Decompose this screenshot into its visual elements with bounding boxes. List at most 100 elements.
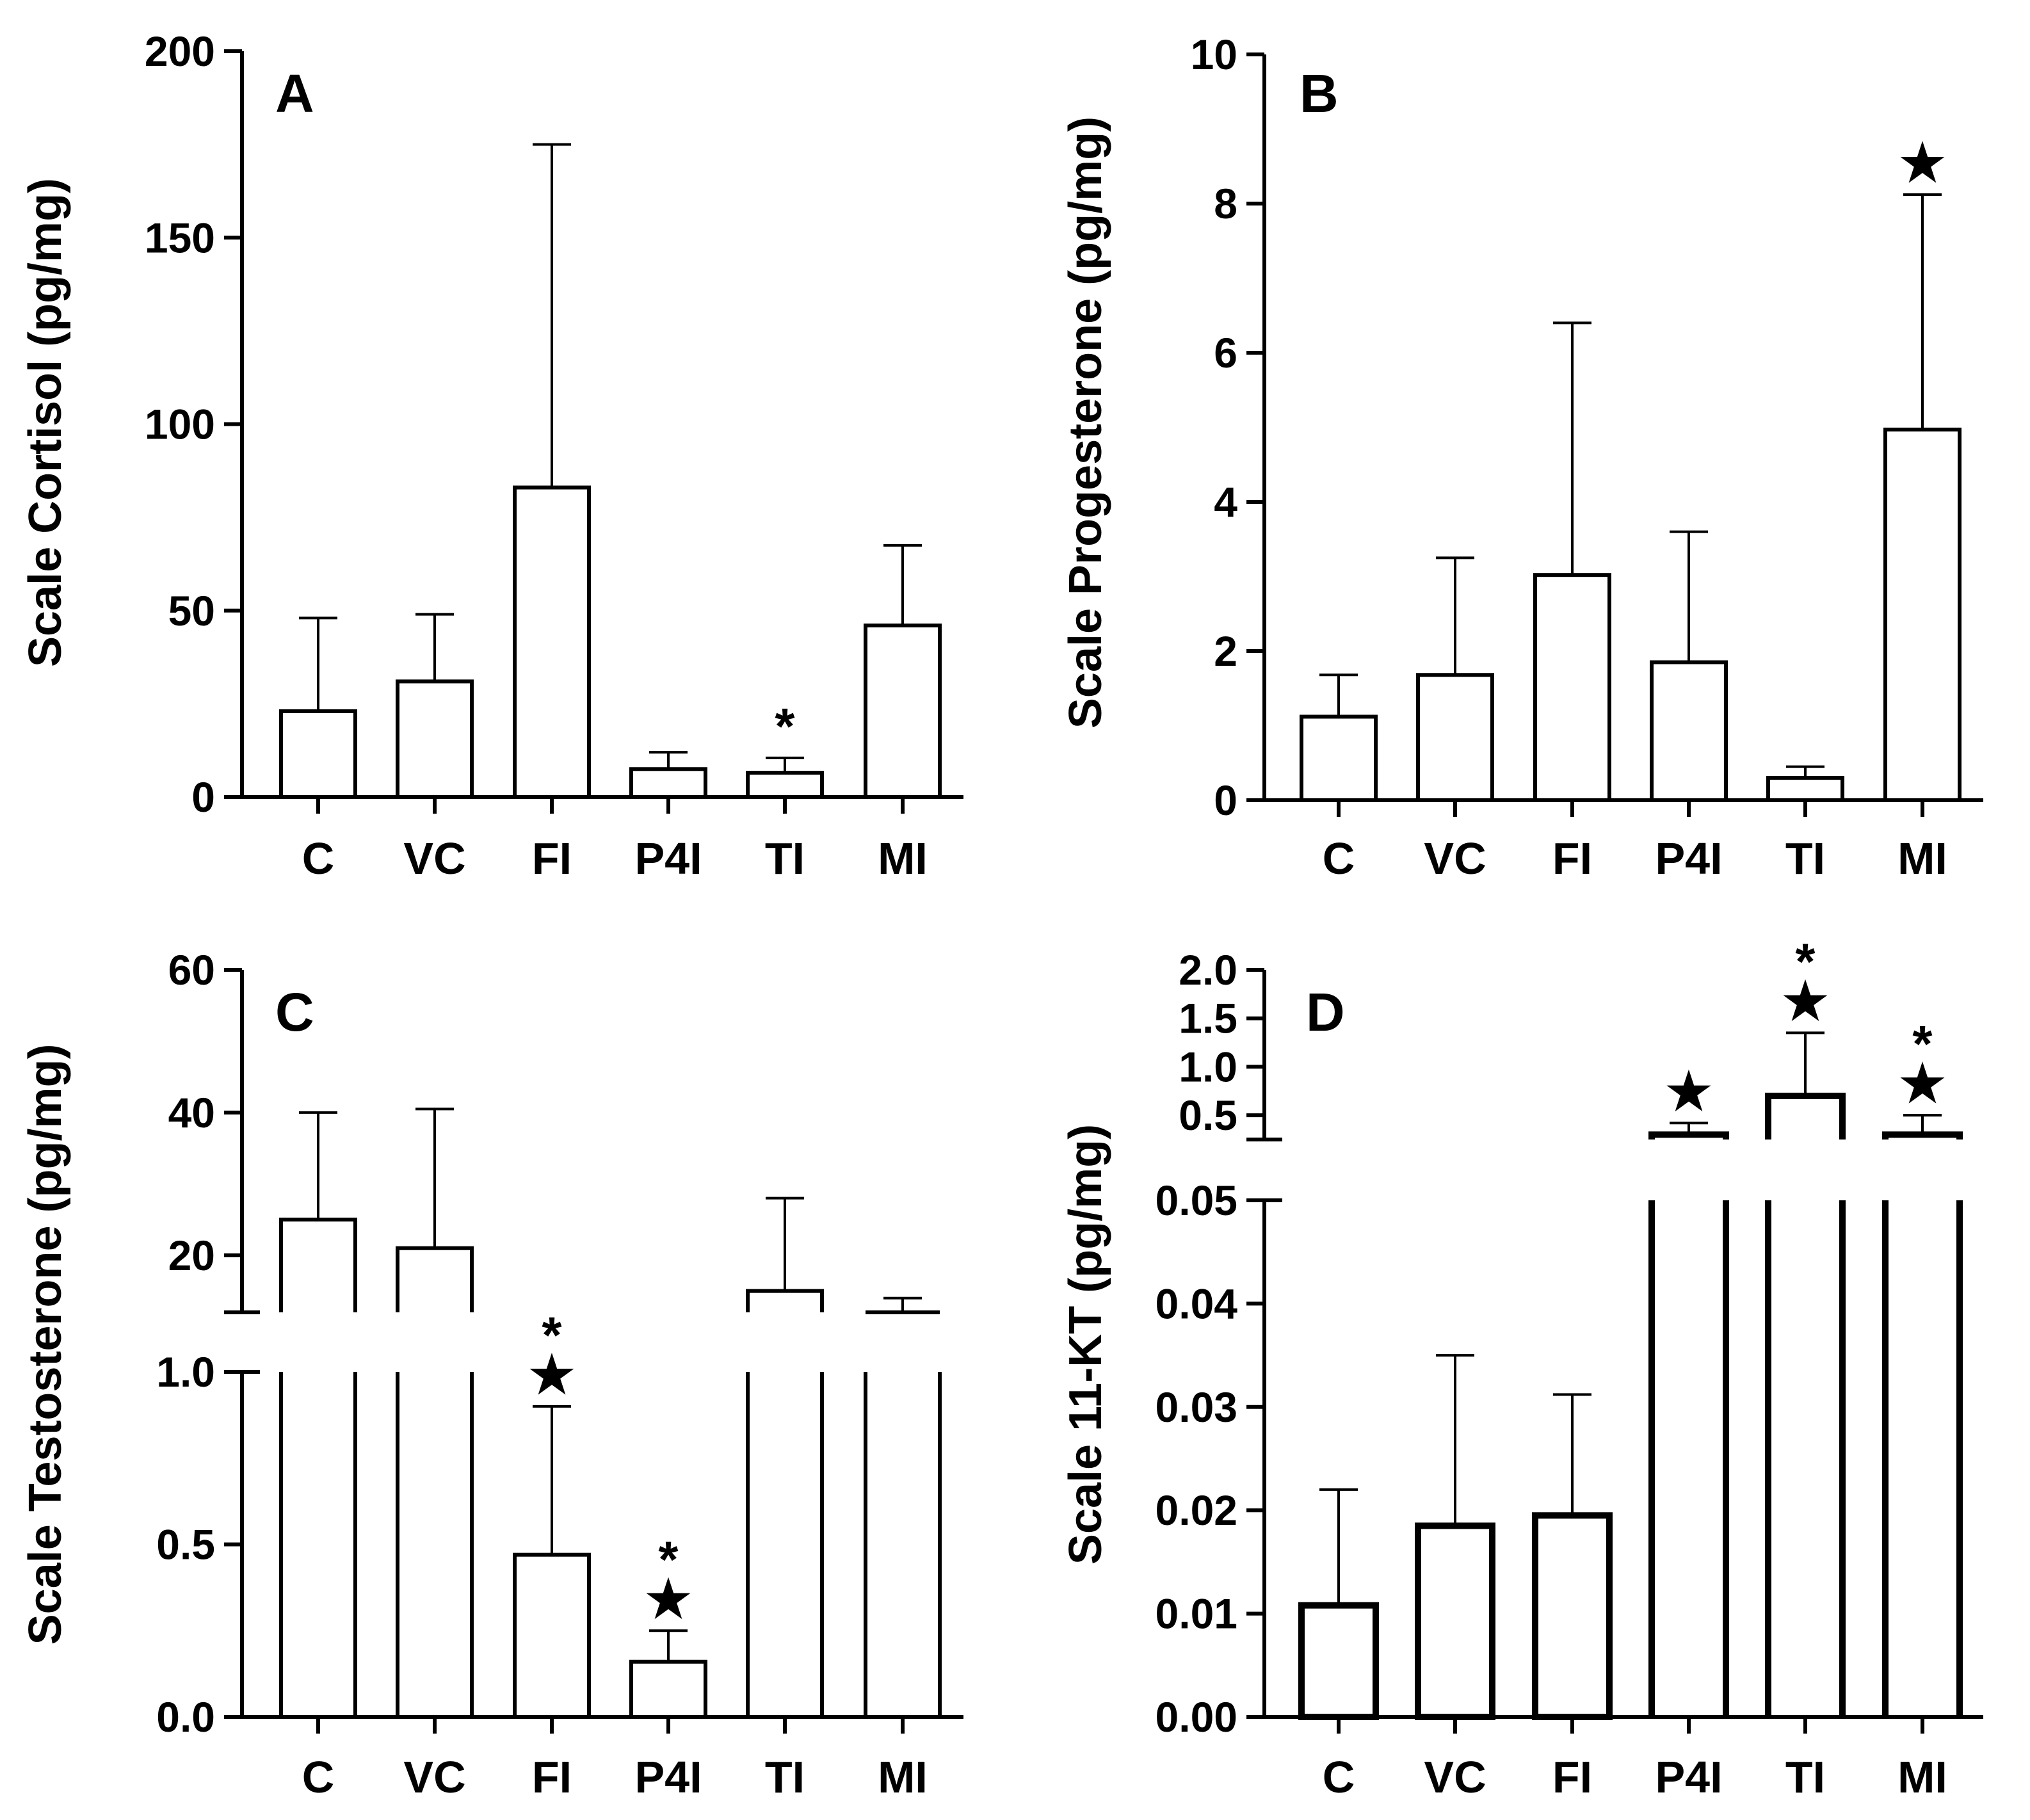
significance-marker: * <box>542 1307 562 1364</box>
panel-letter: B <box>1300 63 1339 124</box>
bar-mi <box>864 1296 942 1717</box>
bar-ti <box>746 1196 824 1717</box>
x-tick-label-mi: MI <box>878 1752 928 1802</box>
bar-body <box>629 1659 707 1719</box>
x-tick-label-fi: FI <box>532 1752 572 1802</box>
y-tick-label: 100 <box>145 401 215 448</box>
y-tick-label: 6 <box>1214 329 1237 376</box>
significance-marker: * <box>1912 1015 1933 1072</box>
x-tick-label-ti: TI <box>765 833 805 883</box>
y-tick-label: 200 <box>145 28 215 75</box>
y-axis-title: Scale Progesterone (pg/mg) <box>1060 117 1111 729</box>
x-tick-label-fi: FI <box>532 833 572 883</box>
bar-vc <box>396 1107 474 1717</box>
bar-upper <box>396 1246 474 1312</box>
y-tick-label: 50 <box>168 587 215 634</box>
panel-d-11kt: 0.000.010.020.030.040.050.51.01.52.0★★*★… <box>1060 933 1983 1802</box>
significance-marker: * <box>658 1531 679 1588</box>
y-tick-label: 0.01 <box>1156 1590 1237 1638</box>
significance-marker: * <box>1795 933 1816 990</box>
bar-upper <box>1648 1131 1729 1140</box>
bar-body <box>513 1552 591 1719</box>
bar-p4i <box>629 767 707 799</box>
bar-ti <box>1765 1031 1846 1717</box>
bar-c <box>1300 714 1378 803</box>
y-tick-label: 0 <box>191 773 215 821</box>
bar-vc <box>1416 673 1494 803</box>
bar-fi <box>513 485 591 800</box>
bar-vc <box>1415 1354 1495 1720</box>
x-tick-label-p4i: P4I <box>634 1752 702 1802</box>
bar-mi <box>864 624 942 799</box>
bar-ti <box>746 771 824 799</box>
x-tick-label-mi: MI <box>878 833 928 883</box>
bar-fi <box>513 1405 591 1719</box>
x-tick-label-c: C <box>1323 1752 1355 1802</box>
bar-body <box>1532 1512 1613 1721</box>
y-tick-label: 1.0 <box>1179 1043 1237 1090</box>
x-tick-label-c: C <box>1323 833 1355 883</box>
x-tick-label-p4i: P4I <box>634 833 702 883</box>
y-tick-label: 1.0 <box>156 1348 215 1396</box>
x-tick-label-p4i: P4I <box>1655 833 1722 883</box>
bar-upper <box>279 1218 357 1312</box>
y-tick-label: 0.03 <box>1156 1383 1237 1431</box>
bar-body <box>1298 1602 1379 1720</box>
y-tick-label: 10 <box>1191 31 1237 78</box>
bar-p4i <box>1650 660 1728 802</box>
y-tick-label: 0.04 <box>1156 1280 1238 1327</box>
x-tick-label-mi: MI <box>1897 1752 1947 1802</box>
x-tick-label-ti: TI <box>1785 833 1825 883</box>
y-tick-label: 0.05 <box>1156 1177 1237 1224</box>
bar-vc <box>396 679 474 800</box>
y-axis-title: Scale Testosterone (pg/mg) <box>20 1044 71 1645</box>
y-axis-title: Scale 11-KT (pg/mg) <box>1060 1124 1111 1565</box>
x-tick-label-c: C <box>302 833 335 883</box>
x-tick-label-ti: TI <box>1785 1752 1825 1802</box>
y-tick-label: 2.0 <box>1179 946 1237 994</box>
bar-mi <box>1882 1114 1963 1717</box>
x-tick-label-mi: MI <box>1897 833 1947 883</box>
y-tick-label: 0.5 <box>1179 1091 1237 1139</box>
significance-marker: ★ <box>1899 134 1945 191</box>
significance-marker: ★ <box>1782 972 1828 1029</box>
significance-marker: * <box>775 698 795 755</box>
y-tick-label: 2 <box>1214 627 1237 675</box>
bar-mi <box>1883 427 1962 802</box>
bar-upper <box>1882 1131 1963 1140</box>
x-tick-label-c: C <box>302 1752 335 1802</box>
significance-marker: ★ <box>529 1346 575 1403</box>
bar-c <box>279 709 357 800</box>
y-tick-label: 0 <box>1214 777 1237 824</box>
significance-marker: ★ <box>1899 1055 1945 1112</box>
bar-p4i <box>629 1629 707 1719</box>
bar-fi <box>1532 1393 1613 1721</box>
panel-a-cortisol: 0 50 100 150 200 * C VC FI P4I TI MI Scale Cortisol … <box>20 28 963 883</box>
x-tick-label-p4i: P4I <box>1655 1752 1722 1802</box>
y-tick-label: 150 <box>145 214 215 261</box>
x-tick-label-fi: FI <box>1552 833 1592 883</box>
y-tick-label: 0.5 <box>156 1521 215 1568</box>
y-tick-label: 8 <box>1214 180 1237 227</box>
x-tick-label-vc: VC <box>403 1752 465 1802</box>
bar-p4i <box>1648 1122 1729 1717</box>
panel-b-progesterone: 0 2 4 6 8 10 ★ C VC FI P4I TI MI Scale Progesterone (… <box>1060 31 1983 883</box>
y-tick-label: 4 <box>1214 478 1237 526</box>
y-axis-title: Scale Cortisol (pg/mg) <box>20 178 71 667</box>
x-tick-label-vc: VC <box>1424 1752 1486 1802</box>
bar-body <box>1415 1522 1495 1720</box>
y-tick-label: 20 <box>168 1232 215 1279</box>
y-tick-label: 0.00 <box>1156 1693 1237 1741</box>
significance-marker: ★ <box>1666 1063 1712 1120</box>
x-tick-label-vc: VC <box>1424 833 1486 883</box>
y-tick-label: 0.02 <box>1156 1486 1237 1534</box>
y-tick-label: 40 <box>168 1089 215 1136</box>
panel-letter: D <box>1306 982 1345 1042</box>
y-tick-label: 0.0 <box>156 1693 215 1741</box>
panel-letter: A <box>275 63 314 124</box>
y-tick-label: 1.5 <box>1179 995 1237 1042</box>
bar-upper <box>746 1289 824 1312</box>
x-tick-label-ti: TI <box>765 1752 805 1802</box>
